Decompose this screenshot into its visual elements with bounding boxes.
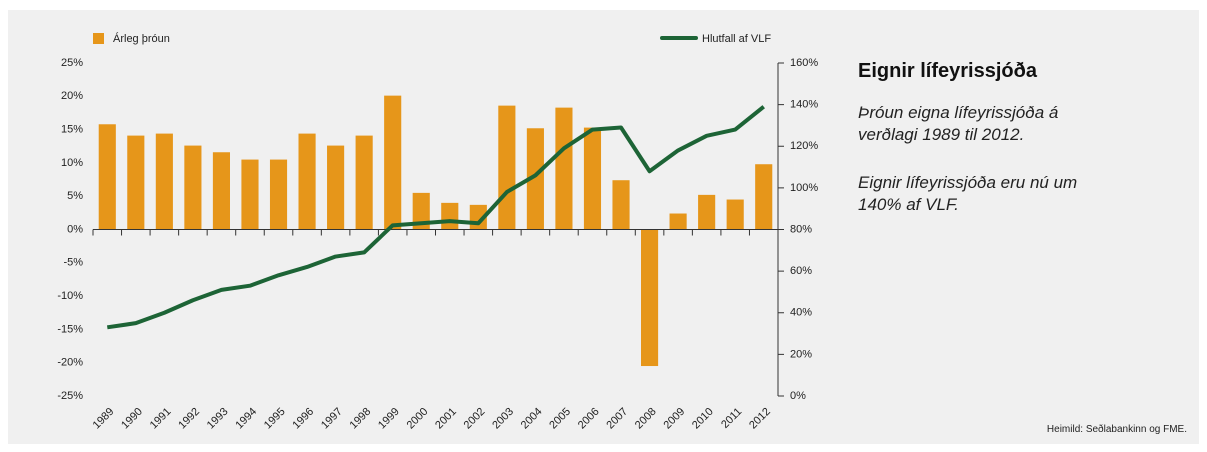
y2-tick-label: 60% [790, 265, 812, 277]
y-tick-label: 15% [61, 124, 83, 136]
x-tick-label: 2008 [633, 406, 659, 432]
y-tick-label: 25% [61, 57, 83, 69]
description: Eignir lífeyrissjóða eru nú um 140% af V… [858, 173, 1078, 214]
y-tick-label: 5% [67, 190, 83, 202]
bar [384, 95, 402, 230]
x-tick-label: 2005 [547, 406, 573, 432]
x-tick-label: 2006 [576, 406, 602, 432]
bar [98, 124, 116, 230]
y2-tick-label: 20% [790, 348, 812, 360]
x-tick-label: 1989 [91, 406, 117, 432]
x-tick-label: 2003 [490, 406, 516, 432]
bar [241, 159, 259, 230]
chart-title: Eignir lífeyrissjóða [858, 60, 1037, 82]
y2-tick-label: 120% [790, 140, 818, 152]
x-tick-label: 2011 [719, 406, 744, 431]
x-tick-label: 1991 [148, 406, 174, 432]
legend-label: Árleg þróun [113, 32, 170, 45]
bar [298, 133, 316, 230]
bar [555, 107, 573, 230]
bar [355, 135, 373, 230]
bar [212, 152, 230, 230]
source: Heimild: Seðlabankinn og FME. [1046, 424, 1187, 435]
x-tick-label: 2012 [747, 406, 773, 432]
x-tick-label: 1998 [348, 406, 374, 432]
y2-tick-label: 100% [790, 182, 818, 194]
x-tick-label: 1996 [290, 406, 316, 432]
bar [441, 202, 459, 230]
y-tick-label: -15% [57, 323, 83, 335]
x-tick-label: 2000 [405, 406, 431, 432]
bar [184, 145, 202, 230]
y-tick-label: 20% [61, 90, 83, 102]
bar [698, 194, 716, 230]
x-tick-label: 1997 [319, 406, 345, 432]
bar [269, 159, 288, 230]
x-tick-label: 2009 [661, 406, 687, 432]
x-tick-label: 1992 [176, 406, 202, 432]
bar [412, 192, 430, 230]
line [106, 105, 765, 330]
bar [526, 128, 544, 230]
bar [755, 164, 773, 230]
x-tick-label: 1990 [119, 406, 145, 432]
bar [583, 127, 602, 230]
x-tick-label: 2010 [690, 406, 716, 432]
y-tick-label: -20% [57, 357, 83, 369]
x-tick-label: 1993 [205, 406, 231, 432]
y2-tick-label: 140% [790, 99, 818, 111]
bar [155, 133, 173, 230]
x-tick-label: 2007 [604, 406, 630, 432]
y2-tick-label: 80% [790, 223, 812, 235]
legend-swatch [93, 33, 104, 44]
x-tick-label: 2001 [433, 406, 459, 432]
x-tick-label: 1999 [376, 406, 402, 432]
bar [612, 180, 630, 230]
y2-tick-label: 40% [790, 307, 812, 319]
bar [327, 145, 345, 230]
bar [127, 135, 145, 230]
legend-label: Hlutfall af VLF [702, 33, 771, 45]
bar [498, 105, 516, 230]
y-tick-label: -10% [57, 290, 83, 302]
y-tick-label: -5% [63, 257, 83, 269]
description: Þróun eigna lífeyrissjóða á verðlagi 198… [858, 103, 1059, 144]
x-tick-label: 2002 [462, 406, 488, 432]
y2-tick-label: 160% [790, 57, 818, 69]
panel [8, 10, 1199, 444]
bar [641, 229, 659, 367]
x-tick-label: 1994 [233, 406, 259, 432]
y-tick-label: 0% [67, 223, 83, 235]
x-tick-label: 1995 [262, 406, 288, 432]
y-tick-label: -25% [57, 390, 83, 402]
x-tick-label: 2004 [519, 406, 545, 432]
bar [726, 199, 744, 230]
bar [669, 213, 687, 230]
y-tick-label: 10% [61, 157, 83, 169]
y2-tick-label: 0% [790, 390, 806, 402]
